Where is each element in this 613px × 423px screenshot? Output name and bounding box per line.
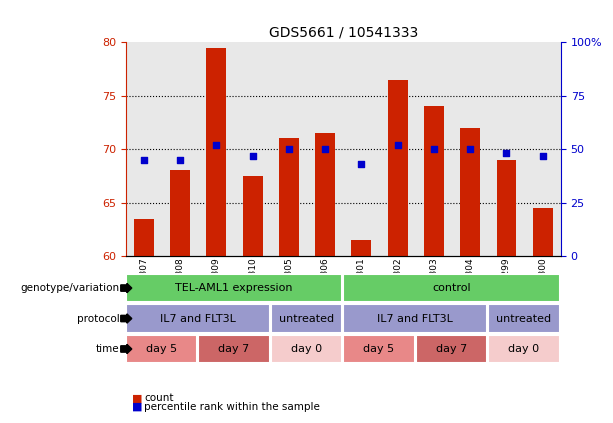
Bar xyxy=(271,42,307,256)
Text: control: control xyxy=(432,283,471,293)
Bar xyxy=(243,176,262,256)
Bar xyxy=(525,42,561,256)
Text: percentile rank within the sample: percentile rank within the sample xyxy=(144,402,320,412)
Bar xyxy=(126,42,162,256)
Text: day 5: day 5 xyxy=(364,344,395,354)
Text: genotype/variation: genotype/variation xyxy=(20,283,120,293)
Text: day 0: day 0 xyxy=(291,344,322,354)
Text: time: time xyxy=(96,344,120,354)
Text: IL7 and FLT3L: IL7 and FLT3L xyxy=(159,313,235,324)
Point xyxy=(175,157,185,163)
Bar xyxy=(170,170,190,256)
Bar xyxy=(351,240,371,256)
Bar xyxy=(424,106,444,256)
Point xyxy=(139,157,149,163)
Text: day 7: day 7 xyxy=(218,344,249,354)
Bar xyxy=(315,133,335,256)
Text: ■: ■ xyxy=(132,402,142,412)
Text: IL7 and FLT3L: IL7 and FLT3L xyxy=(377,313,453,324)
Text: untreated: untreated xyxy=(279,313,334,324)
Text: TEL-AML1 expression: TEL-AML1 expression xyxy=(175,283,292,293)
Bar xyxy=(489,42,525,256)
Point xyxy=(211,141,221,148)
Bar xyxy=(307,42,343,256)
Bar xyxy=(162,42,198,256)
Bar xyxy=(452,42,489,256)
Bar xyxy=(234,42,271,256)
Point xyxy=(320,146,330,153)
Text: day 7: day 7 xyxy=(436,344,467,354)
Point xyxy=(538,152,547,159)
Point xyxy=(357,161,367,168)
Text: protocol: protocol xyxy=(77,313,120,324)
Bar xyxy=(460,128,480,256)
Bar xyxy=(387,80,408,256)
Bar xyxy=(533,208,553,256)
Text: count: count xyxy=(144,393,173,404)
Bar xyxy=(279,138,299,256)
Text: untreated: untreated xyxy=(497,313,552,324)
Point xyxy=(501,150,511,157)
Bar xyxy=(379,42,416,256)
Bar xyxy=(343,42,379,256)
Text: day 5: day 5 xyxy=(146,344,177,354)
Text: ■: ■ xyxy=(132,393,142,404)
Point xyxy=(284,146,294,153)
Bar xyxy=(198,42,234,256)
Bar xyxy=(416,42,452,256)
Point xyxy=(429,146,439,153)
Point xyxy=(248,152,257,159)
Point xyxy=(393,141,403,148)
Bar xyxy=(497,160,517,256)
Point xyxy=(465,146,475,153)
Bar xyxy=(207,48,226,256)
Bar xyxy=(134,219,154,256)
Title: GDS5661 / 10541333: GDS5661 / 10541333 xyxy=(268,26,418,40)
Text: day 0: day 0 xyxy=(508,344,539,354)
